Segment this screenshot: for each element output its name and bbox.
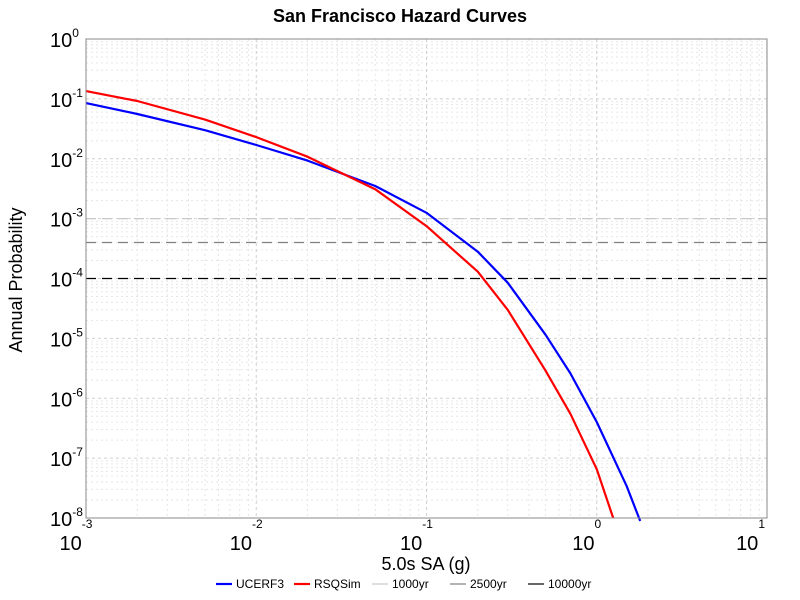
y-tick-base: 10: [50, 150, 72, 172]
x-tick-base: 10: [572, 533, 594, 555]
plot-frame: [85, 38, 768, 519]
y-tick-label: 10-7: [50, 445, 83, 471]
y-tick-exponent: -3: [72, 206, 83, 220]
y-tick-base: 10: [50, 30, 72, 52]
major-grid: [86, 39, 767, 518]
legend-label-ucerf3: UCERF3: [236, 577, 284, 591]
y-tick-exponent: -2: [72, 146, 83, 160]
y-tick-exponent: -1: [72, 86, 83, 100]
y-tick-base: 10: [50, 389, 72, 411]
x-tick-base: 10: [400, 533, 422, 555]
legend: UCERF3 RSQSim 1000yr 2500yr 10000yr: [216, 577, 591, 591]
hazard-curves: [85, 90, 642, 522]
legend-label-rsqsim: RSQSim: [314, 577, 361, 591]
x-tick-base: 10: [60, 533, 82, 555]
y-tick-label: 10-4: [50, 266, 83, 292]
y-tick-base: 10: [50, 509, 72, 531]
y-tick-exponent: -6: [72, 385, 83, 399]
x-tick-label: 10-1: [400, 517, 433, 555]
x-tick-exponent: -3: [82, 517, 93, 531]
x-tick-base: 10: [230, 533, 252, 555]
x-tick-label: 10-3: [60, 517, 93, 555]
legend-label-2500yr: 2500yr: [470, 577, 507, 591]
x-tick-label: 101: [736, 517, 765, 555]
reference-lines: [86, 218, 767, 280]
y-tick-exponent: -7: [72, 445, 83, 459]
x-tick-exponent: -1: [422, 517, 433, 531]
y-tick-base: 10: [50, 270, 72, 292]
series-line-rsqsim: [85, 90, 615, 519]
y-tick-label: 10-6: [50, 385, 83, 411]
x-tick-exponent: 0: [595, 517, 602, 531]
x-tick-base: 10: [736, 533, 758, 555]
y-tick-label: 10-8: [50, 505, 83, 531]
y-tick-base: 10: [50, 90, 72, 112]
y-tick-label: 10-1: [50, 86, 83, 112]
y-tick-label: 10-3: [50, 206, 83, 232]
x-tick-exponent: 1: [758, 517, 765, 531]
y-tick-exponent: -8: [72, 505, 83, 519]
x-tick-exponent: -2: [252, 517, 263, 531]
y-tick-base: 10: [50, 449, 72, 471]
y-tick-exponent: -4: [72, 266, 83, 280]
x-tick-label: 10-2: [230, 517, 263, 555]
x-axis-label: 5.0s SA (g): [381, 554, 470, 574]
y-tick-label: 10-2: [50, 146, 83, 172]
y-tick-label: 100: [50, 26, 79, 52]
y-tick-exponent: 0: [72, 26, 79, 40]
x-tick-label: 100: [572, 517, 601, 555]
y-axis-label: Annual Probability: [6, 207, 26, 352]
legend-label-10000yr: 10000yr: [548, 577, 591, 591]
y-tick-label: 10-5: [50, 325, 83, 351]
y-tick-exponent: -5: [72, 325, 83, 339]
legend-label-1000yr: 1000yr: [392, 577, 429, 591]
series-line-ucerf3: [85, 102, 642, 522]
y-tick-base: 10: [50, 329, 72, 351]
y-tick-base: 10: [50, 210, 72, 232]
chart-title: San Francisco Hazard Curves: [273, 6, 527, 26]
